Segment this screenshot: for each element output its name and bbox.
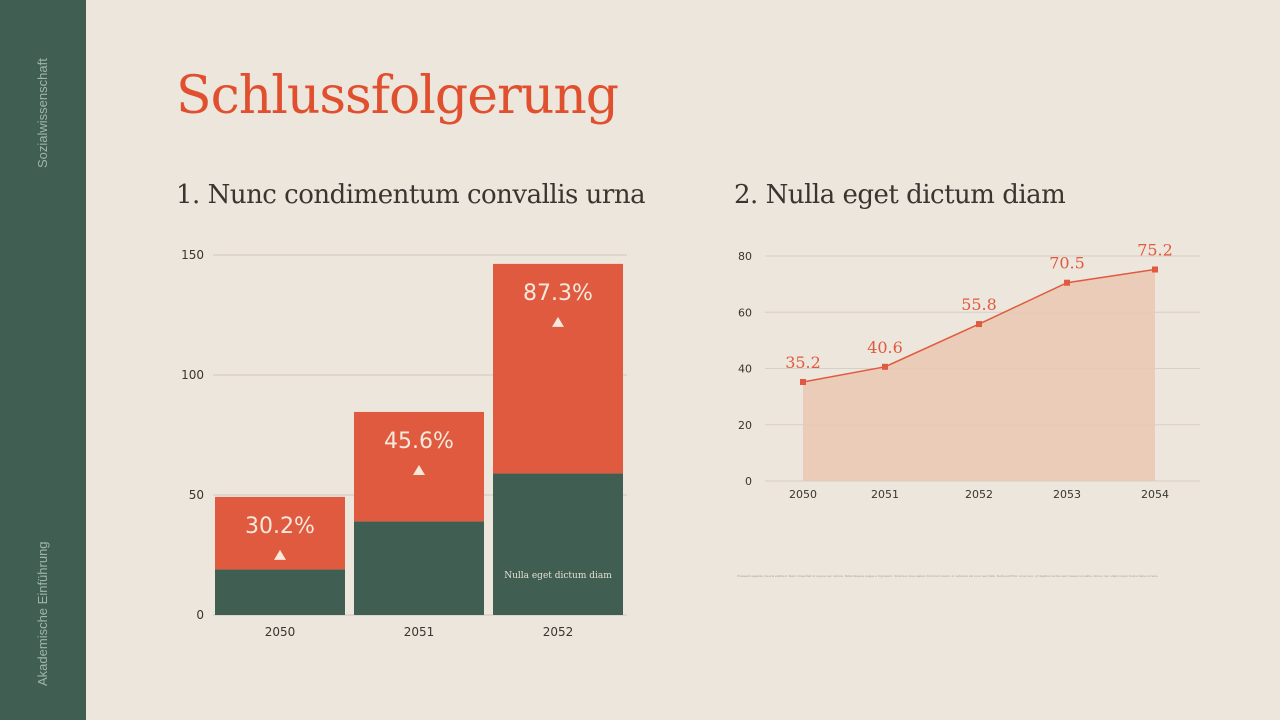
bar-segment-base	[493, 473, 623, 615]
x-tick-label: 2052	[543, 625, 574, 639]
y-tick-label: 60	[738, 306, 752, 319]
data-label: 75.2	[1137, 241, 1173, 260]
data-label: 45.6%	[384, 429, 454, 454]
data-label: 35.2	[785, 353, 821, 372]
y-tick-label: 20	[738, 419, 752, 432]
y-tick-label: 0	[196, 608, 204, 622]
x-tick-label: 2050	[265, 625, 296, 639]
triangle-up-icon	[552, 316, 564, 327]
data-label: 87.3%	[523, 281, 593, 306]
y-tick-label: 100	[181, 368, 204, 382]
bar-segment-top	[493, 263, 623, 474]
bar-segment-base	[354, 521, 484, 615]
data-label: 70.5	[1049, 254, 1085, 273]
triangle-up-icon	[274, 549, 286, 560]
y-tick-label: 80	[738, 250, 752, 263]
data-point	[882, 363, 888, 370]
bar-annotation: Nulla eget dictum diam	[504, 571, 612, 581]
data-label: 40.6	[867, 338, 903, 357]
bar-segment-base	[215, 569, 345, 615]
y-tick-label: 40	[738, 363, 752, 376]
data-point	[800, 379, 806, 385]
x-tick-label: 2051	[871, 488, 899, 501]
data-point	[1064, 279, 1070, 286]
x-tick-label: 2053	[1053, 488, 1081, 501]
page-title: Schlussfolgerung	[176, 66, 619, 126]
line-chart-title: 2. Nulla eget dictum diam	[734, 180, 1066, 210]
data-point	[1152, 266, 1158, 273]
y-tick-label: 50	[189, 488, 204, 502]
y-tick-label: 0	[745, 475, 752, 488]
line-chart-caption: Praesent egestas mauris eleifend. Nam im…	[737, 574, 1159, 578]
x-tick-label: 2051	[404, 625, 435, 639]
data-label: 55.8	[961, 295, 997, 314]
y-tick-label: 150	[181, 248, 204, 262]
x-tick-label: 2050	[789, 488, 817, 501]
x-tick-label: 2054	[1141, 488, 1169, 501]
data-label: 30.2%	[245, 514, 315, 539]
area-fill	[803, 269, 1155, 481]
data-point	[976, 321, 982, 328]
triangle-up-icon	[413, 464, 425, 475]
x-tick-label: 2052	[965, 488, 993, 501]
bar-chart-title: 1. Nunc condimentum convallis urna	[176, 180, 646, 210]
sidebar: Sozialwissenschaft Akademische Einführun…	[0, 0, 86, 720]
